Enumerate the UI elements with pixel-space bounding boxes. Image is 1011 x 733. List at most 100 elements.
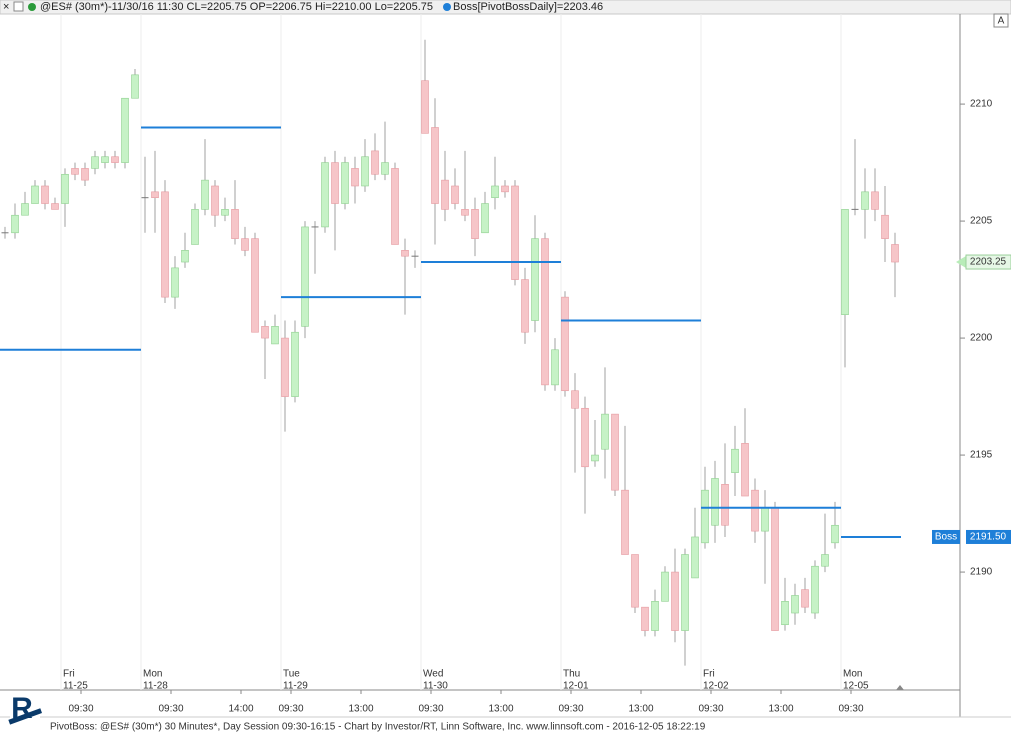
candle-body bbox=[231, 209, 239, 239]
candle-body bbox=[841, 209, 849, 315]
candle-body bbox=[211, 185, 219, 216]
candle-body bbox=[491, 185, 499, 198]
day-name: Tue bbox=[283, 669, 300, 680]
x-tick-label: 09:30 bbox=[158, 704, 183, 715]
candle-body bbox=[271, 326, 279, 345]
y-tick-label: 2205 bbox=[970, 216, 993, 227]
close-icon[interactable]: × bbox=[3, 1, 9, 13]
candle-body bbox=[341, 162, 349, 204]
candle-body bbox=[561, 296, 569, 392]
candle-body bbox=[481, 203, 489, 234]
day-name: Fri bbox=[703, 669, 715, 680]
candle-body bbox=[151, 191, 159, 198]
candle-body bbox=[811, 565, 819, 614]
candle-body bbox=[781, 601, 789, 626]
status-dot bbox=[28, 3, 36, 11]
candle-body bbox=[631, 554, 639, 608]
candle-body bbox=[91, 156, 99, 169]
indicator-dot bbox=[443, 3, 451, 11]
candle-body bbox=[521, 279, 529, 333]
candle-body bbox=[21, 203, 29, 216]
candle-body bbox=[161, 191, 169, 298]
candle-body bbox=[181, 250, 189, 263]
candle-body bbox=[531, 238, 539, 321]
candle-body bbox=[381, 162, 389, 175]
candle-body bbox=[251, 238, 259, 333]
day-date: 11-30 bbox=[423, 681, 448, 692]
candle-body bbox=[331, 162, 339, 204]
candle-body bbox=[111, 156, 119, 163]
candle-body bbox=[641, 606, 649, 631]
day-name: Mon bbox=[843, 669, 862, 680]
candle-body bbox=[541, 238, 549, 386]
candle-body bbox=[371, 150, 379, 175]
boss-name-box bbox=[932, 529, 960, 544]
candle-body bbox=[701, 489, 709, 544]
auto-scale-label[interactable]: A bbox=[998, 16, 1005, 27]
candle-body bbox=[671, 571, 679, 631]
candle-body bbox=[831, 524, 839, 544]
boss-value-box bbox=[966, 529, 1011, 544]
candle-body bbox=[171, 267, 179, 298]
boss-name: Boss bbox=[935, 532, 957, 543]
boss-value-label: 2191.50 bbox=[970, 532, 1007, 543]
x-tick-label: 09:30 bbox=[838, 704, 863, 715]
indicator-info: Boss[PivotBossDaily]=2203.46 bbox=[453, 1, 603, 13]
candle-body bbox=[351, 168, 359, 187]
candle-body bbox=[361, 156, 369, 187]
candle-body bbox=[791, 595, 799, 614]
candle-body bbox=[891, 244, 899, 263]
candle-body bbox=[801, 589, 809, 608]
day-date: 11-28 bbox=[143, 681, 168, 692]
footer-text: PivotBoss: @ES# (30m*) 30 Minutes*, Day … bbox=[50, 722, 706, 733]
day-date: 12-01 bbox=[563, 681, 589, 692]
candle-body bbox=[581, 407, 589, 468]
x-tick-label: 09:30 bbox=[418, 704, 443, 715]
candle-body bbox=[511, 185, 519, 280]
candle-body bbox=[681, 554, 689, 631]
candle-body bbox=[461, 209, 469, 216]
scroll-marker[interactable] bbox=[896, 685, 904, 690]
candle-body bbox=[691, 536, 699, 579]
candle-body bbox=[121, 97, 129, 163]
y-tick-label: 2200 bbox=[970, 333, 993, 344]
candle-body bbox=[611, 413, 619, 491]
candle-body bbox=[471, 209, 479, 239]
candle-body bbox=[401, 250, 409, 257]
candle-body bbox=[861, 191, 869, 210]
day-date: 12-05 bbox=[843, 681, 869, 692]
candle-body bbox=[751, 489, 759, 532]
candle-body bbox=[551, 349, 559, 386]
day-date: 12-02 bbox=[703, 681, 729, 692]
candle-body bbox=[191, 209, 199, 245]
candle-body bbox=[321, 162, 329, 228]
candle-body bbox=[651, 601, 659, 631]
candle-body bbox=[391, 168, 399, 245]
y-tick-label: 2195 bbox=[970, 450, 993, 461]
candle-body bbox=[871, 191, 879, 210]
candle-body bbox=[601, 413, 609, 450]
day-name: Wed bbox=[423, 669, 443, 680]
last-price-box bbox=[965, 254, 1011, 270]
day-date: 11-25 bbox=[63, 681, 88, 692]
y-tick-label: 2190 bbox=[970, 567, 993, 578]
candle-body bbox=[71, 168, 79, 175]
candle-body bbox=[661, 571, 669, 602]
candle-body bbox=[301, 226, 309, 327]
symbol-info: @ES# (30m*)-11/30/16 11:30 CL=2205.75 OP… bbox=[40, 1, 433, 13]
y-tick-label: 2210 bbox=[970, 99, 993, 110]
day-date: 11-29 bbox=[283, 681, 308, 692]
candle-body bbox=[451, 185, 459, 204]
settings-icon[interactable] bbox=[13, 1, 24, 12]
header-bar bbox=[0, 0, 1011, 15]
candle-body bbox=[261, 326, 269, 339]
candle-body bbox=[881, 214, 889, 239]
x-tick-label: 13:00 bbox=[768, 704, 793, 715]
candle-body bbox=[31, 185, 39, 204]
x-tick-label: 09:30 bbox=[698, 704, 723, 715]
x-tick-label: 09:30 bbox=[278, 704, 303, 715]
candle-body bbox=[621, 489, 629, 555]
candle-body bbox=[441, 179, 449, 210]
auto-scale-button[interactable] bbox=[993, 13, 1009, 28]
